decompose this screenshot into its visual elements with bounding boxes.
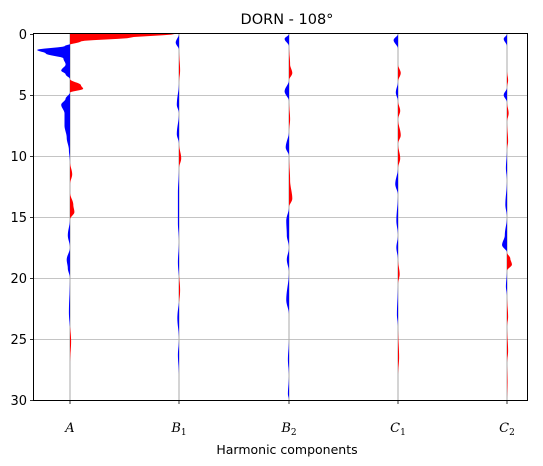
trace-c2 (502, 34, 512, 400)
positive-fill (398, 34, 401, 400)
trace-b2 (284, 34, 293, 400)
y-tick-label: 30 (10, 394, 27, 409)
y-tick-label: 5 (19, 89, 27, 104)
y-tick-label: 25 (10, 333, 27, 348)
traces-layer (37, 34, 512, 400)
trace-b1 (175, 34, 182, 400)
negative-fill (502, 34, 507, 400)
negative-fill (37, 34, 70, 400)
negative-fill (175, 34, 179, 400)
positive-fill (179, 34, 182, 400)
x-tick-label-b2: B2 (280, 421, 296, 438)
grid-layer (34, 95, 527, 340)
x-tick-label-c2: C2 (499, 421, 515, 438)
x-axis-label: Harmonic components (216, 442, 357, 457)
y-tick-label: 0 (19, 28, 27, 43)
negative-fill (284, 34, 289, 400)
chart-title: DORN - 108° (241, 12, 334, 28)
trace-c1 (393, 34, 401, 400)
x-tick-label-a: A (64, 421, 74, 436)
positive-fill (70, 34, 175, 400)
x-axis: A B1 B2 C1 C2 (64, 400, 515, 438)
positive-fill (507, 34, 512, 400)
y-tick-label: 20 (10, 272, 27, 287)
y-axis: 0 5 10 15 20 25 30 (10, 28, 34, 409)
x-tick-label-b1: B1 (170, 421, 186, 438)
trace-a (37, 34, 175, 400)
x-tick-label-c1: C1 (390, 421, 406, 438)
y-tick-label: 10 (10, 150, 27, 165)
plot-frame (33, 33, 528, 401)
positive-fill (289, 34, 293, 400)
negative-fill (393, 34, 398, 400)
y-tick-label: 15 (10, 211, 27, 226)
